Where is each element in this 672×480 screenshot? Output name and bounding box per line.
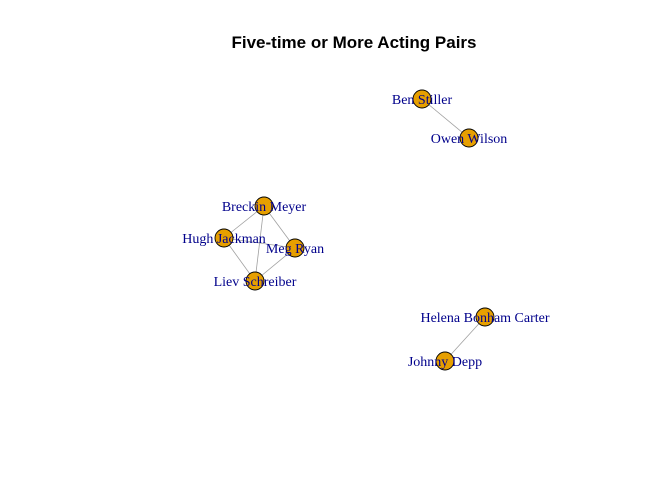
node-hugh-jackman: [214, 228, 234, 248]
node-label-breckin-meyer: Breckin Meyer: [222, 200, 307, 215]
node-label-meg-ryan: Meg Ryan: [266, 242, 324, 257]
node-label-helena-bonham-carter: Helena Bonham Carter: [420, 311, 549, 326]
labels-layer: Ben Stiller Owen Wilson Breckin Meyer Hugh …: [182, 93, 550, 370]
node-ben-stiller: [412, 89, 432, 109]
edge-helena-bonham-carter-johnny-depp: [444, 316, 486, 362]
node-johnny-depp: [435, 351, 455, 371]
node-breckin-meyer: [254, 196, 274, 216]
nodes-layer: [214, 89, 495, 371]
node-label-hugh-jackman: Hugh Jackman: [182, 232, 266, 247]
node-label-owen-wilson: Owen Wilson: [431, 132, 508, 147]
node-label-johnny-depp: Johnny Depp: [408, 355, 482, 370]
node-owen-wilson: [459, 128, 479, 148]
edge-ben-stiller-owen-wilson: [421, 98, 470, 139]
node-liev-schreiber: [245, 271, 265, 291]
edge-breckin-meyer-liev-schreiber: [254, 205, 265, 282]
node-label-liev-schreiber: Liev Schreiber: [214, 275, 297, 290]
graph-title: Five-time or More Acting Pairs: [232, 33, 477, 52]
node-helena-bonham-carter: [475, 307, 495, 327]
node-meg-ryan: [285, 238, 305, 258]
node-label-ben-stiller: Ben Stiller: [392, 93, 453, 108]
edge-hugh-jackman-meg-ryan: [223, 237, 296, 249]
